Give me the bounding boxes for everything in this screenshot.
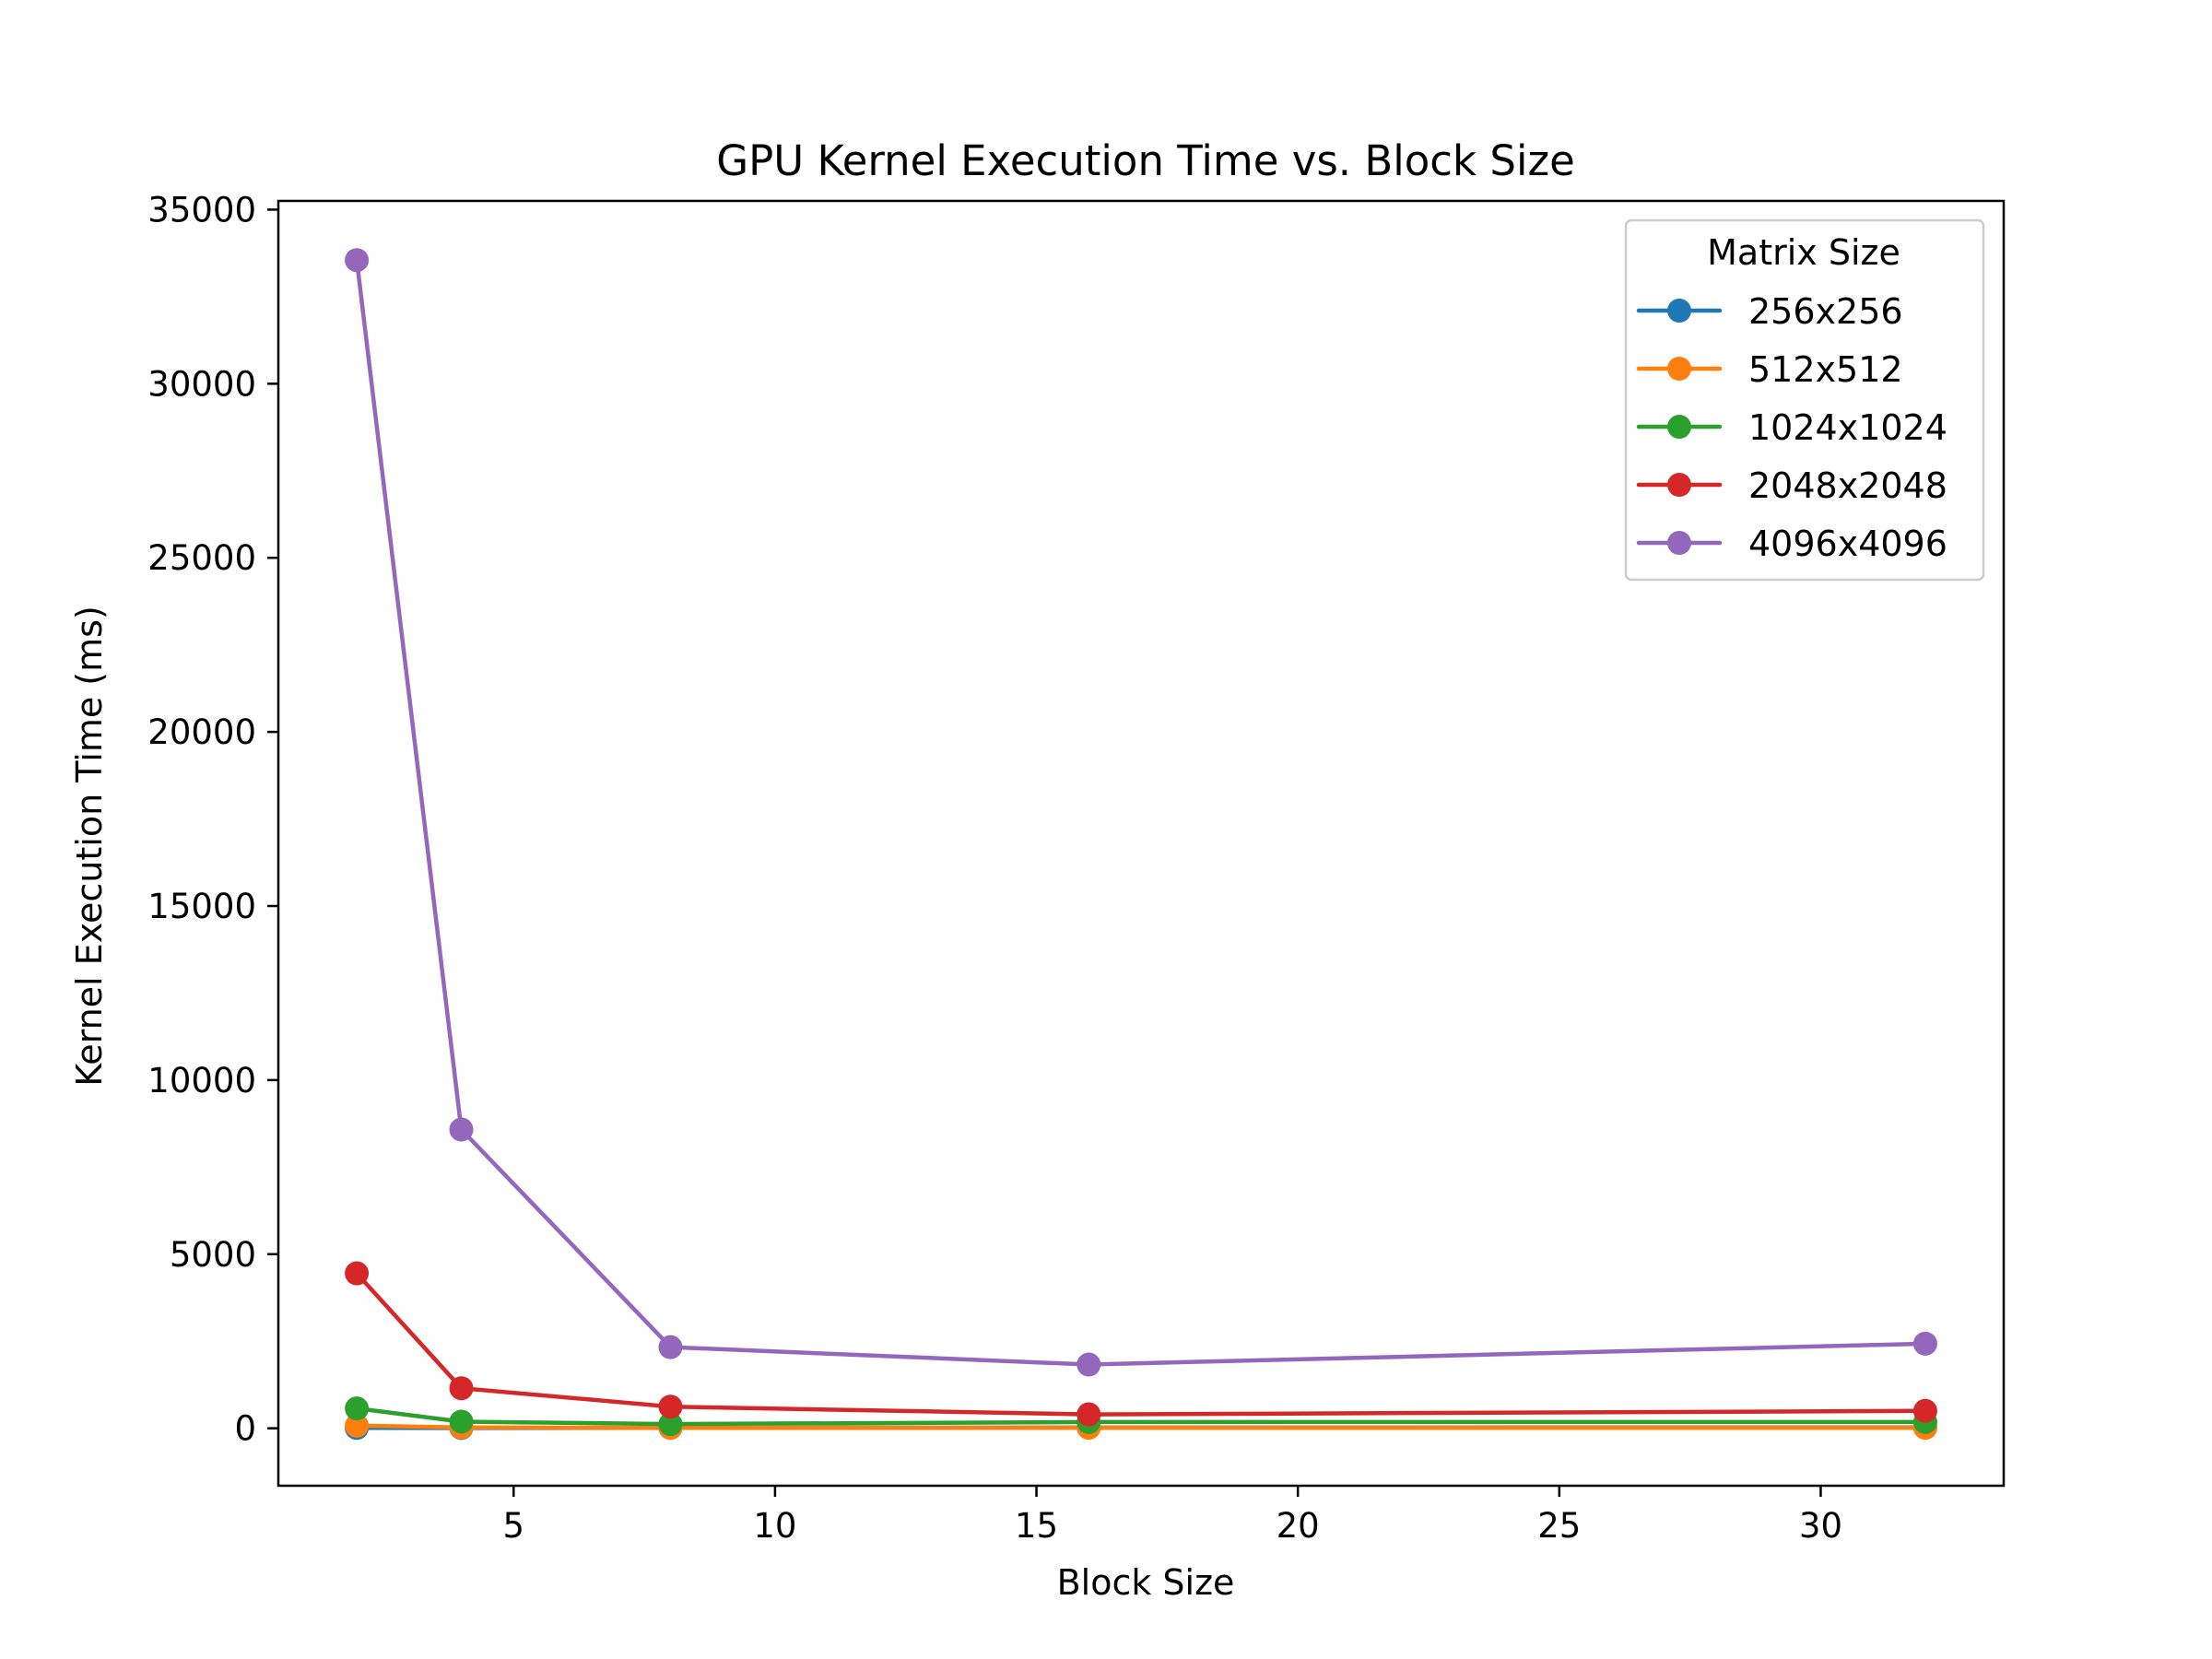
data-point-4096x4096-4 <box>449 1117 474 1142</box>
data-point-4096x4096-16 <box>1077 1352 1101 1377</box>
y-tick-label: 15000 <box>147 887 256 926</box>
legend-label: 2048x2048 <box>1748 465 1947 506</box>
y-tick-label: 30000 <box>147 364 256 404</box>
data-point-2048x2048-2 <box>345 1261 370 1286</box>
legend-label: 256x256 <box>1748 291 1903 332</box>
legend-entry-1024x1024: 1024x1024 <box>1636 407 1947 448</box>
y-tick-label: 35000 <box>147 190 256 229</box>
data-point-1024x1024-2 <box>345 1396 370 1421</box>
data-point-512x512-2 <box>345 1413 370 1438</box>
data-point-1024x1024-8 <box>658 1412 683 1437</box>
y-tick-label: 0 <box>234 1409 256 1449</box>
series-4096x4096 <box>345 248 1937 1377</box>
legend-title: Matrix Size <box>1707 232 1900 273</box>
legend-label: 1024x1024 <box>1748 407 1947 448</box>
x-tick-label: 5 <box>502 1506 524 1546</box>
x-axis-label: Block Size <box>1057 1562 1235 1603</box>
legend-swatch-marker <box>1667 415 1691 439</box>
y-tick-label: 10000 <box>147 1061 256 1100</box>
x-tick-label: 10 <box>753 1506 796 1546</box>
legend-swatch-marker <box>1667 531 1691 555</box>
x-tick-label: 30 <box>1799 1506 1842 1546</box>
chart-title: GPU Kernel Execution Time vs. Block Size <box>716 136 1575 185</box>
data-point-4096x4096-32 <box>1912 1331 1937 1356</box>
legend-label: 512x512 <box>1748 349 1903 390</box>
x-tick-label: 15 <box>1015 1506 1058 1546</box>
legend-swatch-marker <box>1667 299 1691 323</box>
legend-entry-256x256: 256x256 <box>1636 291 1903 332</box>
x-tick-label: 25 <box>1537 1506 1581 1546</box>
data-point-2048x2048-8 <box>658 1394 683 1419</box>
legend-swatch-marker <box>1667 357 1691 381</box>
series-line-512x512 <box>354 1423 1928 1430</box>
y-tick-label: 20000 <box>147 712 256 752</box>
legend-entry-2048x2048: 2048x2048 <box>1636 465 1947 506</box>
data-point-4096x4096-2 <box>345 248 370 273</box>
axes-frame <box>276 199 2006 1488</box>
data-point-2048x2048-4 <box>449 1376 474 1401</box>
data-point-2048x2048-16 <box>1077 1402 1101 1427</box>
y-axis-label: Kernel Execution Time (ms) <box>69 606 110 1087</box>
data-point-2048x2048-32 <box>1912 1398 1937 1423</box>
legend-entry-512x512: 512x512 <box>1636 349 1903 390</box>
series-layer <box>345 248 1937 1441</box>
series-1024x1024 <box>345 1396 1937 1437</box>
axes-layer: 5 10 15 20 25 30 0 5000 10000 15000 20000 25000 3000… <box>147 190 2006 1546</box>
series-2048x2048 <box>345 1261 1937 1427</box>
data-point-4096x4096-8 <box>658 1335 683 1359</box>
x-tick-label: 20 <box>1277 1506 1320 1546</box>
legend-entry-4096x4096: 4096x4096 <box>1636 524 1947 564</box>
y-tick-label: 5000 <box>170 1235 256 1275</box>
legend: Matrix Size 256x256 512x512 1024x1024 2048x2… <box>1624 218 1985 582</box>
legend-label: 4096x4096 <box>1748 524 1947 564</box>
data-point-1024x1024-4 <box>449 1409 474 1434</box>
legend-swatch-marker <box>1667 473 1691 497</box>
y-tick-label: 25000 <box>147 538 256 578</box>
